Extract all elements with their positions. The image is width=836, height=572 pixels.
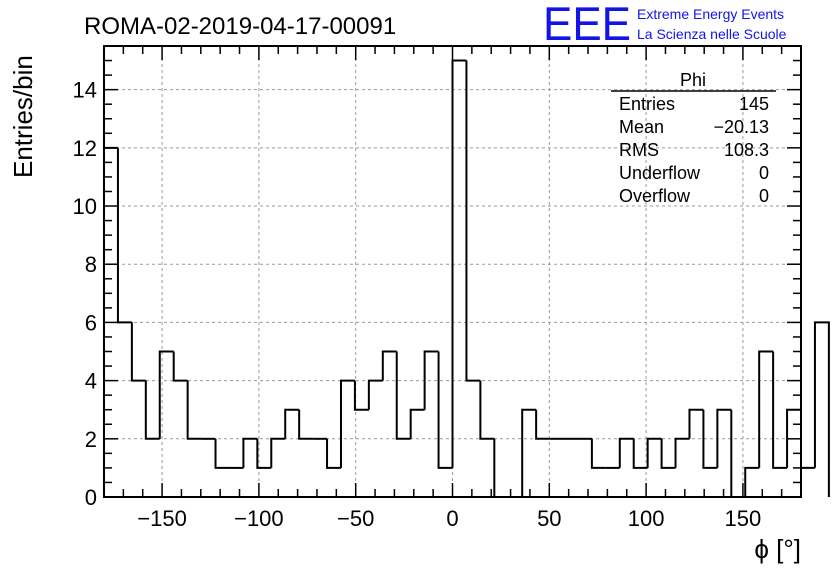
histogram-bin bbox=[590, 438, 606, 469]
histogram-bin bbox=[423, 350, 439, 410]
y-tick-label: 2 bbox=[85, 427, 97, 452]
histogram-bin bbox=[367, 379, 383, 410]
histogram-bin bbox=[465, 60, 481, 382]
histogram-bin bbox=[395, 351, 411, 440]
histogram-bin bbox=[772, 351, 788, 469]
x-tick-label: −100 bbox=[234, 506, 284, 531]
histogram-bin bbox=[479, 380, 495, 440]
histogram-bin bbox=[758, 350, 774, 468]
stats-row-label: RMS bbox=[619, 140, 659, 160]
eee-logo-mark: EEE bbox=[543, 0, 631, 50]
histogram-bin bbox=[214, 438, 230, 469]
x-tick-label: 150 bbox=[725, 506, 762, 531]
histogram-bin bbox=[618, 437, 634, 468]
axes: −150 −100 −50 0 50 100 150 0 2 4 6 8 10 12 14 bbox=[73, 45, 802, 531]
y-tick-label: 8 bbox=[85, 252, 97, 277]
stats-row-label: Entries bbox=[619, 94, 675, 114]
histogram-bin bbox=[144, 380, 160, 440]
stats-box: Phi Entries 145 Mean −20.13 RMS 108.3 Underflo… bbox=[611, 70, 776, 206]
histogram-bin bbox=[256, 438, 272, 469]
stats-row-label: Underflow bbox=[619, 163, 701, 183]
histogram-bin bbox=[172, 351, 188, 382]
eee-logo-line1: Extreme Energy Events bbox=[637, 6, 784, 22]
histogram-bin bbox=[381, 350, 397, 381]
x-tick-label: −50 bbox=[337, 506, 374, 531]
x-tick-label: 100 bbox=[628, 506, 665, 531]
stats-box-title: Phi bbox=[680, 70, 706, 90]
histogram-bin bbox=[660, 438, 676, 469]
stats-rows: Entries 145 Mean −20.13 RMS 108.3 Underflow 0 Ov… bbox=[619, 94, 769, 206]
histogram-bin bbox=[158, 350, 174, 439]
histogram-bin bbox=[688, 408, 704, 439]
histogram-bin bbox=[353, 380, 369, 411]
stats-row-label: Mean bbox=[619, 117, 664, 137]
histogram-bin bbox=[326, 438, 341, 469]
stats-row-value: 0 bbox=[759, 186, 769, 206]
histogram-bin bbox=[521, 408, 537, 497]
histogram-bin bbox=[270, 437, 286, 468]
x-tick-label: −150 bbox=[137, 506, 187, 531]
y-tick-label: 10 bbox=[73, 194, 97, 219]
stats-row-value: −20.13 bbox=[713, 117, 769, 137]
stats-row-value: 0 bbox=[759, 163, 769, 183]
y-tick-label: 6 bbox=[85, 310, 97, 335]
histogram-bin bbox=[813, 321, 830, 497]
histogram-bin bbox=[298, 409, 314, 440]
histogram-bin bbox=[130, 322, 146, 382]
y-tick-label: 0 bbox=[85, 485, 97, 510]
histogram-bin bbox=[744, 466, 760, 497]
histogram-bin bbox=[702, 409, 718, 469]
stats-row-value: 108.3 bbox=[724, 140, 769, 160]
eee-logo-line2: La Scienza nelle Scuole bbox=[637, 26, 787, 42]
histogram-bin bbox=[339, 379, 355, 468]
histogram-bin bbox=[646, 437, 662, 468]
histogram-bin bbox=[284, 408, 300, 439]
chart-title: ROMA-02-2019-04-17-00091 bbox=[84, 13, 396, 40]
y-axis-title: Entries/bin bbox=[8, 55, 38, 178]
stats-row-label: Overflow bbox=[619, 186, 691, 206]
stats-row-value: 145 bbox=[739, 94, 769, 114]
histogram-bin bbox=[409, 408, 425, 439]
x-tick-label: 50 bbox=[537, 506, 561, 531]
x-axis-title: ϕ [°] bbox=[754, 534, 801, 564]
y-tick-label: 14 bbox=[73, 78, 97, 103]
y-tick-label: 4 bbox=[85, 369, 97, 394]
histogram-bin bbox=[437, 351, 453, 469]
histogram-bin bbox=[535, 409, 551, 440]
x-tick-label: 0 bbox=[446, 506, 458, 531]
eee-logo: EEE Extreme Energy Events La Scienza nel… bbox=[543, 0, 787, 50]
histogram-bin bbox=[242, 437, 258, 468]
histogram-bin bbox=[186, 380, 202, 440]
histogram-bin bbox=[716, 408, 732, 468]
histogram-bin bbox=[632, 438, 648, 469]
histogram-bin bbox=[451, 59, 467, 468]
y-tick-label: 12 bbox=[73, 136, 97, 161]
histogram-bin bbox=[674, 437, 690, 468]
